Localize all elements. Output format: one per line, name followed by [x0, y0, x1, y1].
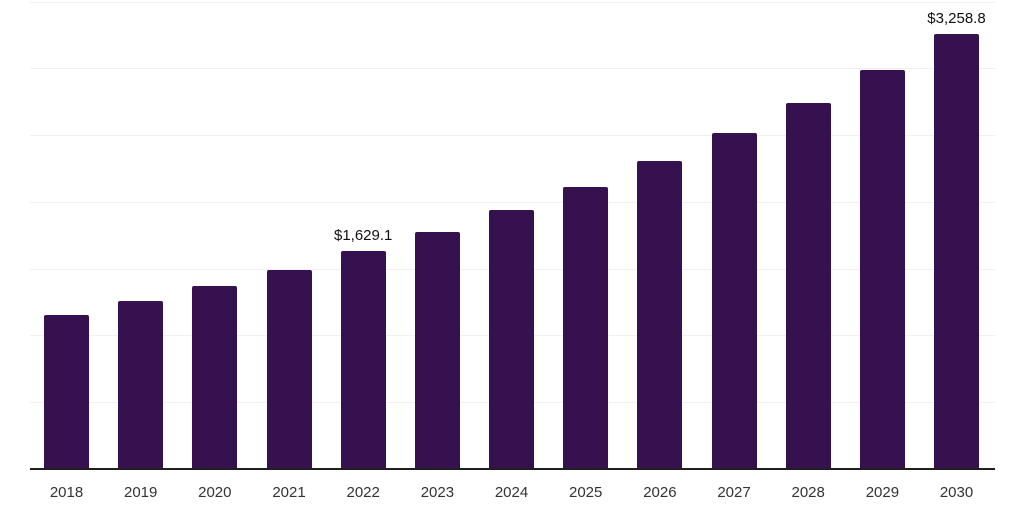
- gridline: [30, 1, 995, 3]
- x-tick-label: 2019: [124, 484, 158, 501]
- bar-2021: [266, 269, 312, 469]
- x-tick-label: 2026: [643, 484, 677, 501]
- gridline: [30, 201, 995, 203]
- bar-2025: [563, 186, 609, 469]
- x-tick-label: 2028: [791, 484, 825, 501]
- x-tick-label: 2027: [717, 484, 751, 501]
- x-axis-line: [30, 468, 995, 470]
- x-tick-label: 2030: [939, 484, 974, 501]
- x-tick-label: 2024: [494, 484, 529, 501]
- x-tick-label: 2021: [272, 484, 306, 501]
- x-tick-label: 2023: [420, 484, 455, 501]
- bar-2026: [637, 161, 683, 469]
- bar-2027: [711, 133, 757, 469]
- value-label: $1,629.1: [333, 227, 393, 245]
- bar-2024: [489, 210, 534, 469]
- bar-2019: [118, 301, 164, 469]
- x-tick-label: 2029: [865, 484, 900, 501]
- x-tick-label: 2020: [198, 484, 232, 501]
- gridline: [30, 68, 995, 70]
- bar-2022: [340, 251, 386, 469]
- x-tick-label: 2022: [346, 484, 380, 501]
- bar-2023: [414, 231, 460, 469]
- bar-2028: [785, 103, 831, 469]
- gridline: [30, 135, 995, 137]
- bar-2020: [192, 286, 238, 469]
- value-label: $3,258.8: [927, 9, 986, 27]
- x-tick-label: 2025: [569, 484, 603, 501]
- bar-2030: [934, 33, 979, 469]
- bar-2029: [859, 69, 905, 469]
- bar-2018: [44, 315, 89, 469]
- x-tick-label: 2018: [49, 484, 84, 501]
